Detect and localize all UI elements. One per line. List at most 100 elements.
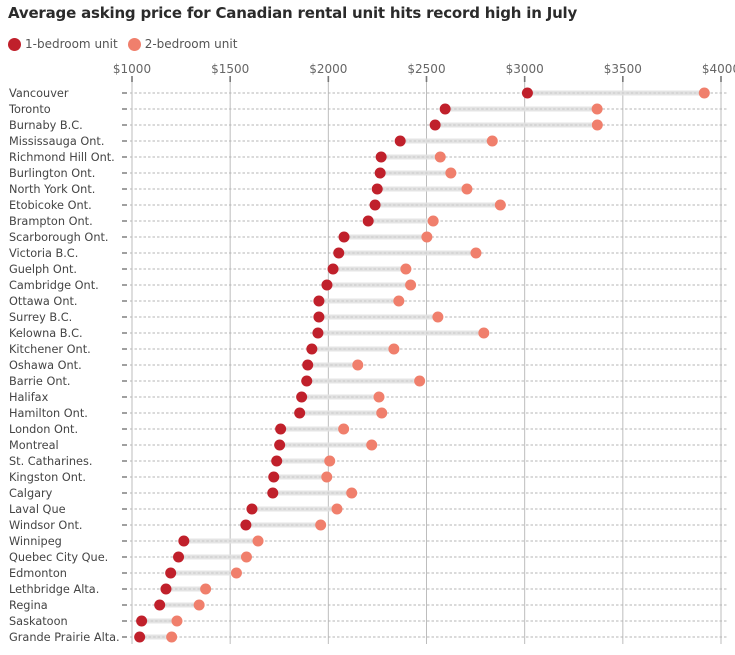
point-2-bedroom xyxy=(405,279,417,291)
legend: 1-bedroom unit 2-bedroom unit xyxy=(8,36,247,52)
point-2-bedroom xyxy=(200,583,212,595)
point-1-bedroom xyxy=(521,87,533,99)
point-2-bedroom xyxy=(388,343,400,355)
y-category-label: Surrey B.C. xyxy=(9,311,72,324)
y-category-label: St. Catharines. xyxy=(9,455,92,468)
y-category-label: Grande Prairie Alta. xyxy=(9,631,120,644)
point-2-bedroom xyxy=(166,631,178,643)
y-category-label: Etobicoke Ont. xyxy=(9,199,92,212)
point-2-bedroom xyxy=(494,199,506,211)
point-2-bedroom xyxy=(352,359,364,371)
y-category-label: Windsor Ont. xyxy=(9,519,83,532)
point-1-bedroom xyxy=(136,615,148,627)
y-category-label: Calgary xyxy=(9,487,53,500)
legend-label-2-bedroom: 2-bedroom unit xyxy=(144,37,238,51)
point-1-bedroom xyxy=(275,423,287,435)
point-1-bedroom xyxy=(294,407,306,419)
y-category-label: Guelph Ont. xyxy=(9,263,77,276)
point-1-bedroom xyxy=(327,263,339,275)
point-2-bedroom xyxy=(400,263,412,275)
point-1-bedroom xyxy=(154,599,166,611)
y-category-label: Saskatoon xyxy=(9,615,68,628)
point-1-bedroom xyxy=(271,455,283,467)
point-1-bedroom xyxy=(333,247,345,259)
point-2-bedroom xyxy=(445,167,457,179)
point-1-bedroom xyxy=(268,471,280,483)
chart-title: Average asking price for Canadian rental… xyxy=(8,4,578,22)
point-1-bedroom xyxy=(313,311,325,323)
point-2-bedroom xyxy=(373,391,385,403)
point-1-bedroom xyxy=(274,439,286,451)
point-2-bedroom xyxy=(478,327,490,339)
point-1-bedroom xyxy=(296,391,308,403)
y-category-label: Scarborough Ont. xyxy=(9,231,109,244)
point-2-bedroom xyxy=(331,503,343,515)
legend-label-1-bedroom: 1-bedroom unit xyxy=(25,37,118,51)
point-2-bedroom xyxy=(315,519,327,531)
point-2-bedroom xyxy=(486,135,498,147)
point-2-bedroom xyxy=(427,215,439,227)
point-2-bedroom xyxy=(346,487,358,499)
y-category-label: Laval Que xyxy=(9,503,66,516)
point-2-bedroom xyxy=(230,567,242,579)
point-1-bedroom xyxy=(375,151,387,163)
point-2-bedroom xyxy=(338,423,350,435)
y-category-label: Quebec City Que. xyxy=(9,551,108,564)
y-category-label: Cambridge Ont. xyxy=(9,279,99,292)
x-tick-label: $4000 xyxy=(702,62,735,76)
y-category-label: Richmond Hill Ont. xyxy=(9,151,115,164)
y-category-label: London Ont. xyxy=(9,423,78,436)
point-2-bedroom xyxy=(432,311,444,323)
legend-item-1-bedroom: 1-bedroom unit xyxy=(8,37,118,51)
point-1-bedroom xyxy=(306,343,318,355)
point-1-bedroom xyxy=(240,519,252,531)
x-tick-label: $1000 xyxy=(113,62,151,76)
point-2-bedroom xyxy=(470,247,482,259)
point-2-bedroom xyxy=(698,87,710,99)
point-2-bedroom xyxy=(434,151,446,163)
point-1-bedroom xyxy=(429,119,441,131)
y-category-label: North York Ont. xyxy=(9,183,95,196)
y-category-label: Kelowna B.C. xyxy=(9,327,83,340)
point-1-bedroom xyxy=(371,183,383,195)
point-2-bedroom xyxy=(321,471,333,483)
y-category-label: Winnipeg xyxy=(9,535,62,548)
point-2-bedroom xyxy=(414,375,426,387)
y-category-label: Burnaby B.C. xyxy=(9,119,83,132)
point-1-bedroom xyxy=(173,551,185,563)
point-1-bedroom xyxy=(313,295,325,307)
y-category-label: Barrie Ont. xyxy=(9,375,71,388)
point-1-bedroom xyxy=(134,631,146,643)
y-category-label: Lethbridge Alta. xyxy=(9,583,99,596)
x-tick-label: $2500 xyxy=(407,62,445,76)
y-category-label: Kingston Ont. xyxy=(9,471,86,484)
legend-item-2-bedroom: 2-bedroom unit xyxy=(127,37,238,51)
y-category-label: Edmonton xyxy=(9,567,67,580)
y-category-label: Montreal xyxy=(9,439,59,452)
y-category-label: Halifax xyxy=(9,391,49,404)
y-category-label: Victoria B.C. xyxy=(9,247,78,260)
point-1-bedroom xyxy=(246,503,258,515)
x-tick-label: $3500 xyxy=(604,62,642,76)
point-2-bedroom xyxy=(252,535,264,547)
y-category-label: Regina xyxy=(9,599,48,612)
x-tick-label: $3000 xyxy=(506,62,544,76)
y-category-label: Hamilton Ont. xyxy=(9,407,88,420)
point-2-bedroom xyxy=(393,295,405,307)
point-1-bedroom xyxy=(321,279,333,291)
point-1-bedroom xyxy=(338,231,350,243)
legend-marker-1-bedroom xyxy=(8,37,21,51)
point-2-bedroom xyxy=(240,551,252,563)
point-1-bedroom xyxy=(267,487,279,499)
point-2-bedroom xyxy=(193,599,205,611)
x-tick-label: $1500 xyxy=(211,62,249,76)
point-2-bedroom xyxy=(171,615,183,627)
y-category-label: Oshawa Ont. xyxy=(9,359,82,372)
y-category-label: Mississauga Ont. xyxy=(9,135,104,148)
point-1-bedroom xyxy=(312,327,324,339)
point-1-bedroom xyxy=(439,103,451,115)
point-1-bedroom xyxy=(374,167,386,179)
point-2-bedroom xyxy=(591,103,603,115)
point-1-bedroom xyxy=(160,583,172,595)
